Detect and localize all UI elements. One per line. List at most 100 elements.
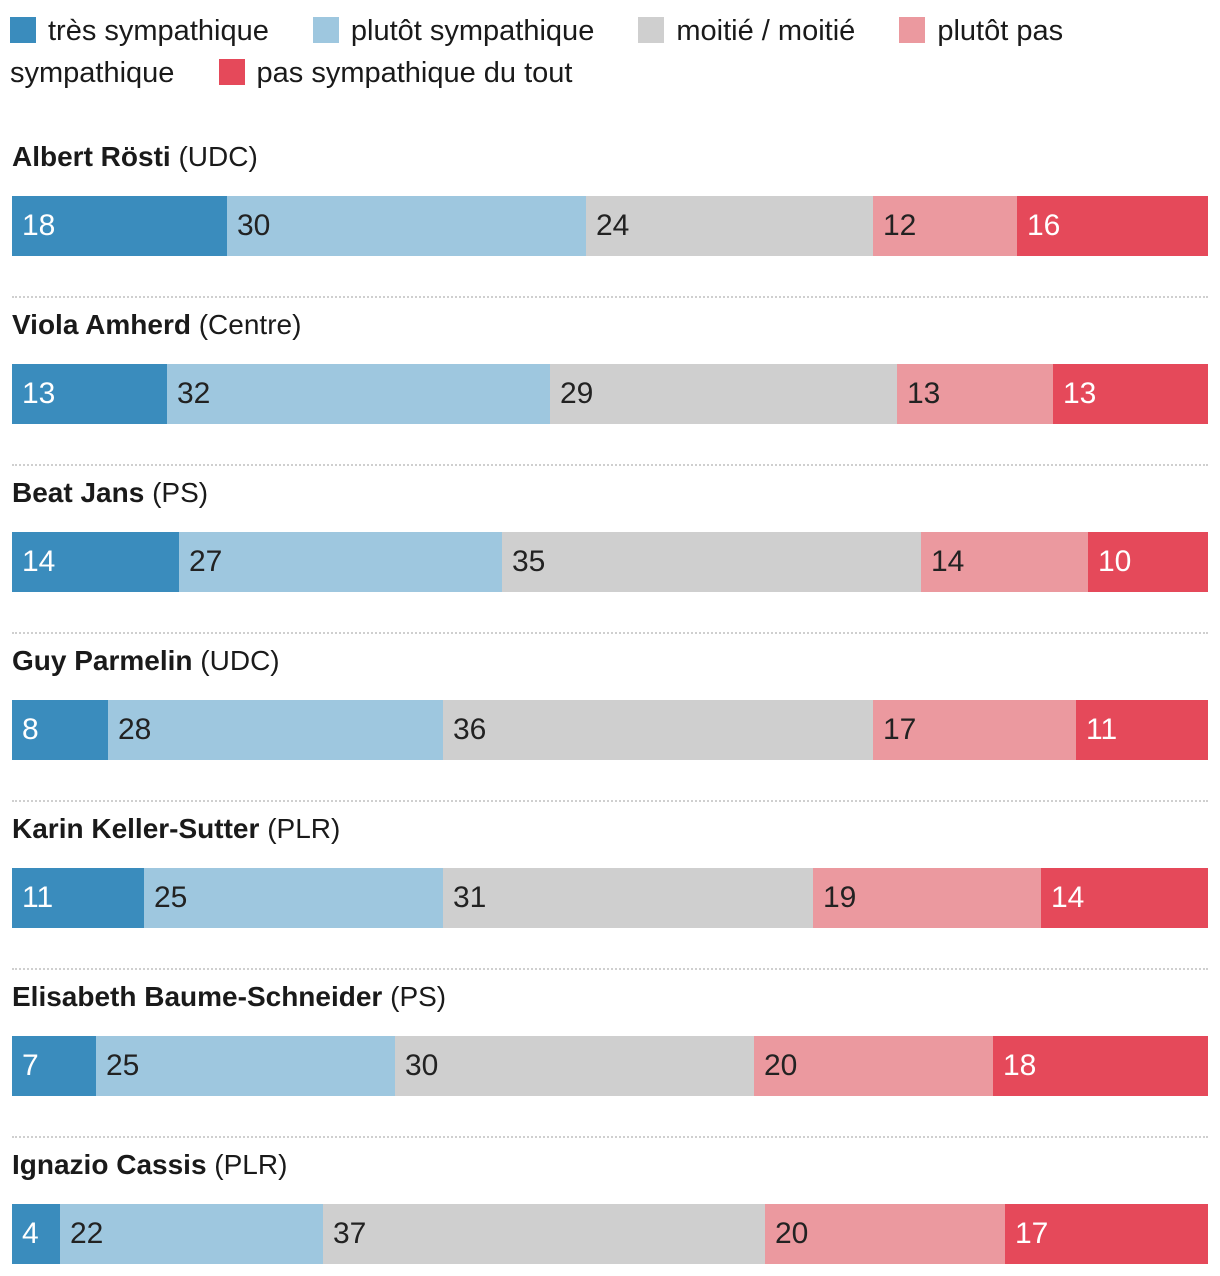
legend-item: plutôt sympathique <box>312 15 595 47</box>
legend-label: pas sympathique du tout <box>256 57 573 89</box>
row-name: Karin Keller-Sutter <box>12 813 260 844</box>
bar-segment <box>1053 364 1208 424</box>
row-divider <box>12 1136 1208 1138</box>
data-label: 7 <box>22 1049 39 1082</box>
bar-row: 18 30 24 12 16 <box>12 196 1208 256</box>
row-divider <box>12 632 1208 634</box>
data-label: 11 <box>1086 713 1118 746</box>
bar-segment <box>502 532 921 592</box>
row-party: (PS) <box>390 981 447 1012</box>
data-label: 18 <box>22 209 56 242</box>
row-title: Beat Jans (PS) <box>12 476 208 510</box>
bar-segment <box>12 532 179 592</box>
row-title: Karin Keller-Sutter (PLR) <box>12 812 340 846</box>
bar-row: 4 22 37 20 17 <box>12 1204 1208 1264</box>
data-label: 14 <box>22 545 56 578</box>
data-label: 8 <box>22 713 39 746</box>
legend: très sympathique plutôt sympathique moit… <box>10 10 1200 94</box>
bar-segment <box>443 868 813 928</box>
legend-swatch <box>10 17 36 43</box>
data-label: 4 <box>22 1217 39 1250</box>
row-name: Albert Rösti <box>12 141 171 172</box>
data-label: 30 <box>405 1049 439 1082</box>
legend-swatch <box>218 59 245 85</box>
bar-segment <box>108 700 443 760</box>
data-label: 30 <box>237 209 271 242</box>
bar-segment <box>12 700 108 760</box>
row-name: Ignazio Cassis <box>12 1149 207 1180</box>
bar-segment <box>60 1204 323 1264</box>
bar-segment <box>12 1036 96 1096</box>
row-divider <box>12 464 1208 466</box>
bar-segment <box>754 1036 993 1096</box>
bar-segment <box>813 868 1041 928</box>
row-divider <box>12 968 1208 970</box>
data-label: 13 <box>1063 377 1097 410</box>
bar-segment <box>586 196 873 256</box>
bar-segment <box>179 532 502 592</box>
data-label: 13 <box>22 377 56 410</box>
row-party: (PLR) <box>267 813 341 844</box>
bar-segment <box>1017 196 1208 256</box>
row-divider <box>12 296 1208 298</box>
row-party: (UDC) <box>200 645 280 676</box>
data-label: 20 <box>775 1217 809 1250</box>
legend-item: plutôt pas sympathique <box>10 15 1063 89</box>
row-divider <box>12 800 1208 802</box>
row-title: Guy Parmelin (UDC) <box>12 644 280 678</box>
legend-item: pas sympathique du tout <box>218 57 573 89</box>
row-party: (Centre) <box>198 309 302 340</box>
data-label: 19 <box>823 881 857 914</box>
row-title: Viola Amherd (Centre) <box>12 308 301 342</box>
legend-label: très sympathique <box>48 15 269 47</box>
bar-segment <box>12 1204 60 1264</box>
bar-segment <box>1088 532 1208 592</box>
data-label: 14 <box>931 545 965 578</box>
bar-segment <box>1076 700 1208 760</box>
bar-row: 11 25 31 19 14 <box>12 868 1208 928</box>
bar-segment <box>12 868 144 928</box>
data-label: 20 <box>764 1049 798 1082</box>
bar-row: 7 25 30 20 18 <box>12 1036 1208 1096</box>
bar-segment <box>993 1036 1208 1096</box>
bar-segment <box>1041 868 1208 928</box>
bar-row: 14 27 35 14 10 <box>12 532 1208 592</box>
row-party: (UDC) <box>178 141 258 172</box>
legend-item: moitié / moitié <box>638 15 855 47</box>
data-label: 35 <box>512 545 546 578</box>
data-label: 16 <box>1027 209 1061 242</box>
legend-swatch <box>638 17 665 43</box>
data-label: 12 <box>883 209 917 242</box>
data-label: 18 <box>1003 1049 1037 1082</box>
row-name: Guy Parmelin <box>12 645 193 676</box>
data-label: 25 <box>154 881 188 914</box>
bar-segment <box>921 532 1088 592</box>
data-label: 25 <box>106 1049 140 1082</box>
bar-segment <box>765 1204 1005 1264</box>
data-label: 32 <box>177 377 211 410</box>
data-label: 11 <box>22 881 54 914</box>
data-label: 37 <box>333 1217 367 1250</box>
row-name: Beat Jans <box>12 477 145 508</box>
row-name: Elisabeth Baume-Schneider <box>12 981 383 1012</box>
bar-segment <box>873 700 1076 760</box>
bar-segment <box>227 196 586 256</box>
bar-segment <box>144 868 443 928</box>
data-label: 36 <box>453 713 487 746</box>
row-title: Albert Rösti (UDC) <box>12 140 258 174</box>
row-title: Elisabeth Baume-Schneider (PS) <box>12 980 446 1014</box>
bar-segment <box>167 364 550 424</box>
bar-segment <box>96 1036 395 1096</box>
data-label: 17 <box>1015 1217 1049 1250</box>
data-label: 17 <box>883 713 917 746</box>
data-label: 29 <box>560 377 594 410</box>
bar-segment <box>550 364 897 424</box>
data-label: 13 <box>907 377 941 410</box>
legend-label: plutôt sympathique <box>350 15 595 47</box>
bar-segment <box>897 364 1053 424</box>
legend-item: très sympathique <box>10 15 269 47</box>
data-label: 31 <box>453 881 487 914</box>
row-party: (PS) <box>152 477 209 508</box>
row-name: Viola Amherd <box>12 309 191 340</box>
